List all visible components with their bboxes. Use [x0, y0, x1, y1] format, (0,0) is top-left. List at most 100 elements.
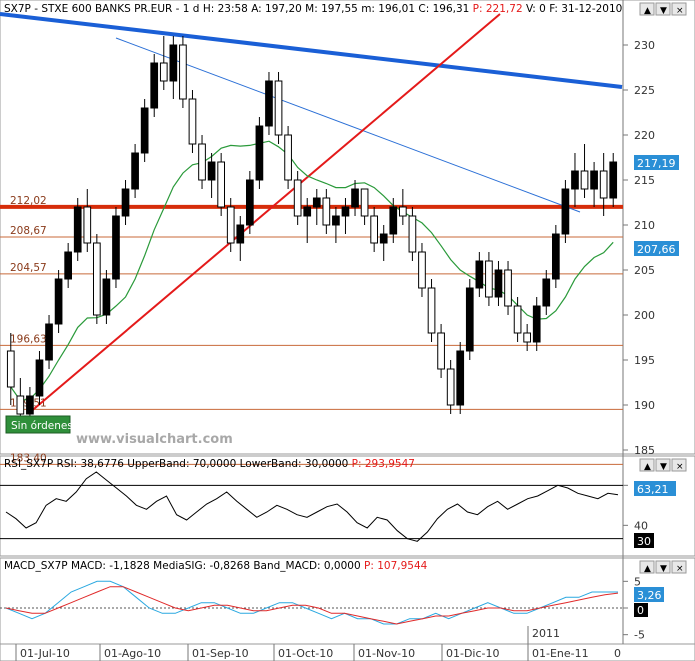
candle-body — [236, 224, 245, 244]
svg-text:0: 0 — [637, 604, 644, 617]
candle-body — [207, 161, 216, 181]
y-tick-label: 225 — [634, 84, 655, 97]
price-panel[interactable] — [0, 0, 695, 455]
candle-body — [92, 242, 101, 316]
candle-body — [16, 395, 25, 415]
candle-body — [456, 350, 465, 406]
close-icon[interactable]: × — [676, 6, 684, 16]
candle-body — [599, 170, 608, 199]
candle-body — [255, 125, 264, 181]
arrow-down-icon[interactable]: ▼ — [660, 462, 667, 472]
candle-body — [590, 170, 598, 190]
candle-body — [102, 278, 111, 316]
svg-text:217,19: 217,19 — [637, 157, 676, 170]
rsi-window-controls[interactable]: ▲ ▼ × — [639, 458, 687, 472]
candle-body — [389, 206, 398, 235]
rsi-panel[interactable] — [0, 455, 695, 557]
x-tick-label: 01-Jul-10 — [20, 647, 70, 660]
candle-body — [341, 206, 350, 217]
moving-average-line — [10, 140, 614, 402]
candle-body — [523, 332, 532, 343]
macd-panel[interactable] — [0, 557, 695, 645]
x-close-marker: 0 — [614, 647, 621, 660]
y-tick-label: 200 — [634, 309, 655, 322]
candle-body — [217, 161, 226, 208]
y-tick-label: 230 — [634, 39, 655, 52]
candle-body — [398, 206, 407, 217]
close-icon[interactable]: × — [676, 462, 684, 472]
candle-body — [513, 305, 522, 334]
candle-body — [332, 215, 340, 226]
price-header: SX7P - STXE 600 BANKS PR.EUR - 1 d H: 23… — [4, 3, 622, 15]
y-tick-label: 205 — [634, 264, 655, 277]
macd-zero-badge: 0 — [634, 603, 648, 617]
arrow-up-icon[interactable]: ▲ — [644, 564, 651, 574]
candle-body — [35, 359, 44, 397]
level-label: 196,63 — [10, 333, 47, 345]
y-tick-label: 190 — [634, 399, 655, 412]
candle-body — [418, 251, 426, 289]
no-orders-button[interactable]: Sin órdenes — [5, 415, 73, 434]
candle-body — [485, 260, 493, 298]
y-tick-label: 210 — [634, 219, 655, 232]
x-tick-label: 01-Ene-11 — [532, 647, 589, 660]
candle-body — [293, 179, 302, 217]
candle-body — [274, 80, 283, 136]
rsi-tick-label: 40 — [634, 519, 648, 532]
x-tick-label: 01-Ago-10 — [104, 647, 161, 660]
level-label: 183,40 — [10, 452, 47, 464]
candle-body — [265, 80, 273, 127]
y-tick-label: 185 — [634, 444, 655, 457]
level-label: 212,02 — [10, 195, 47, 207]
candle-body — [121, 188, 130, 217]
price-window-controls[interactable]: ▲ ▼ × — [639, 2, 687, 16]
candle-body — [504, 269, 512, 307]
candle-body — [532, 305, 541, 343]
signal-line — [5, 586, 619, 625]
candle-body — [571, 170, 579, 190]
candle-body — [437, 332, 445, 370]
rsi-lower-badge: 30 — [634, 533, 654, 548]
arrow-up-icon[interactable]: ▲ — [644, 6, 651, 16]
candle-body — [370, 215, 379, 244]
candle-body — [580, 170, 589, 190]
macd-tick-label: 5 — [634, 575, 641, 588]
svg-text:63,21: 63,21 — [637, 483, 669, 496]
candle-body — [54, 278, 63, 325]
watermark: www.visualchart.com — [76, 432, 233, 447]
candle-body — [494, 269, 503, 298]
level-label: 208,67 — [10, 225, 47, 237]
candle-body — [140, 107, 149, 154]
thin-blue-trend-line — [115, 37, 581, 213]
candle-body — [159, 62, 168, 82]
candle-body — [64, 251, 73, 280]
candle-body — [131, 152, 139, 190]
candle-body — [322, 197, 331, 226]
svg-text:3,26: 3,26 — [637, 589, 662, 602]
candle-body — [551, 233, 560, 280]
y-tick-label: 195 — [634, 354, 655, 367]
arrow-down-icon[interactable]: ▼ — [660, 6, 667, 16]
macd-window-controls[interactable]: ▲ ▼ × — [639, 560, 687, 574]
candle-body — [360, 188, 369, 217]
year-marker: 2011 — [532, 627, 560, 640]
close-icon[interactable]: × — [676, 564, 684, 574]
svg-text:30: 30 — [637, 535, 651, 548]
svg-text:Sin órdenes: Sin órdenes — [11, 420, 73, 432]
candle-body — [446, 368, 455, 406]
rsi-line — [5, 471, 619, 542]
x-tick-label: 01-Dic-10 — [446, 647, 500, 660]
candle-body — [45, 323, 53, 361]
rsi-header: RSI_SX7P RSI: 38,6776 UpperBand: 70,0000… — [4, 458, 415, 470]
x-tick-label: 01-Nov-10 — [358, 647, 415, 660]
candle-body — [284, 134, 292, 181]
x-axis-bar — [0, 643, 695, 661]
arrow-down-icon[interactable]: ▼ — [660, 564, 667, 574]
candle-body — [542, 278, 551, 307]
candle-body — [83, 206, 92, 244]
arrow-up-icon[interactable]: ▲ — [644, 462, 651, 472]
macd-line — [5, 580, 618, 625]
level-label: 204,57 — [10, 262, 47, 274]
red-trend-line — [27, 13, 501, 415]
rsi-current-badge: 63,21 — [634, 481, 676, 496]
